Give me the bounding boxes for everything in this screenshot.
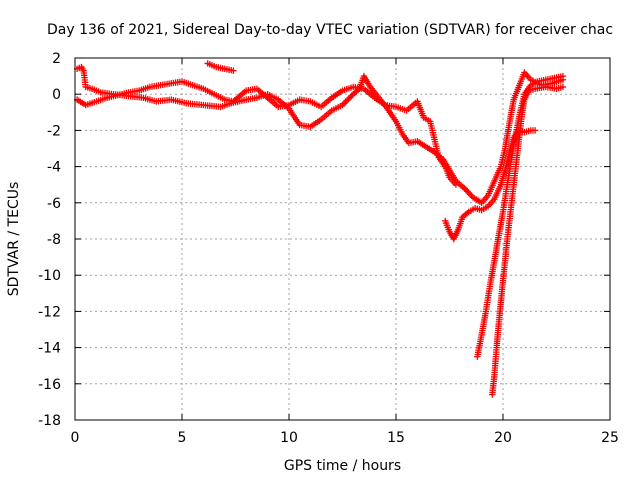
y-tick-label: 0 bbox=[52, 87, 61, 103]
x-tick-label: 10 bbox=[280, 430, 298, 446]
y-tick-label: -8 bbox=[47, 232, 61, 248]
x-axis-title: GPS time / hours bbox=[284, 458, 401, 474]
x-tick-label: 0 bbox=[71, 430, 80, 446]
chart-title: Day 136 of 2021, Sidereal Day-to-day VTE… bbox=[47, 22, 613, 38]
x-tick-label: 20 bbox=[494, 430, 512, 446]
plot-area bbox=[73, 60, 567, 398]
x-tick-label: 5 bbox=[178, 430, 187, 446]
y-tick-label: -6 bbox=[47, 196, 61, 212]
y-tick-label: -4 bbox=[47, 160, 61, 176]
data-point bbox=[342, 98, 349, 106]
y-tick-label: 2 bbox=[52, 51, 61, 67]
y-tick-label: -2 bbox=[47, 123, 61, 139]
y-axis-title: SDTVAR / TECUs bbox=[6, 182, 22, 297]
data-point bbox=[452, 181, 460, 188]
series-track-c bbox=[204, 60, 237, 74]
series-track-e bbox=[474, 72, 567, 360]
y-tick-label: -18 bbox=[38, 413, 61, 429]
chart-grid bbox=[75, 58, 610, 420]
y-tick-label: -14 bbox=[38, 341, 61, 357]
y-tick-label: -10 bbox=[38, 268, 61, 284]
data-point bbox=[230, 67, 237, 74]
data-point bbox=[559, 83, 567, 91]
x-tick-label: 15 bbox=[387, 430, 405, 446]
data-point bbox=[348, 92, 355, 99]
series-track-f bbox=[489, 83, 567, 398]
y-tick-label: -12 bbox=[38, 304, 61, 320]
x-tick-label: 25 bbox=[601, 430, 619, 446]
data-point bbox=[343, 97, 351, 104]
data-point bbox=[345, 95, 352, 103]
y-tick-label: -16 bbox=[38, 377, 61, 393]
data-point bbox=[346, 94, 354, 101]
series-track-d bbox=[442, 127, 539, 243]
data-point bbox=[559, 72, 567, 80]
series-track-b bbox=[73, 78, 460, 188]
data-point bbox=[531, 127, 539, 134]
